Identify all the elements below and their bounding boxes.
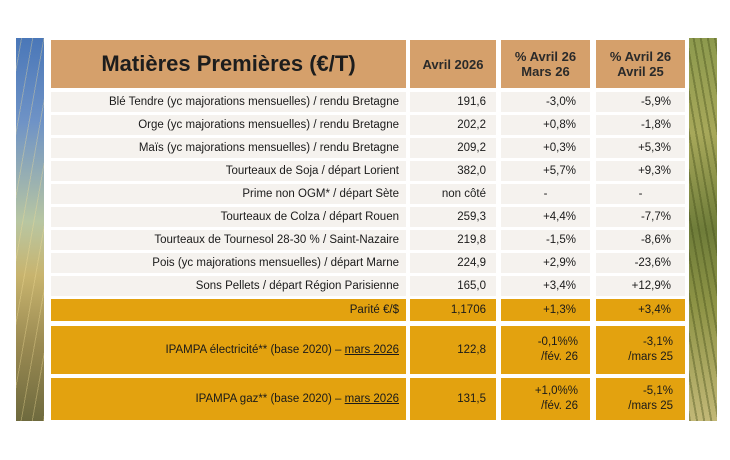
row-label: Tourteaux de Colza / départ Rouen [51,207,406,227]
row-label: Prime non OGM* / départ Sète [51,184,406,204]
parity-vs-year: +3,4% [596,299,685,321]
ipampa-gas-vs-year-ref: /mars 25 [628,400,673,412]
col-header-vs-year-line1: % Avril 26 [609,49,672,64]
ipampa-electricity-vs-year: -3,1% /mars 25 [596,326,685,374]
row-vs-prev: +4,4% [501,207,590,227]
col-header-month: Avril 2026 [410,40,496,88]
ipampa-gas-vs-prev: +1,0%% /fév. 26 [501,378,590,420]
row-label: Tourteaux de Soja / départ Lorient [51,161,406,181]
row-vs-year: -8,6% [596,230,685,250]
col-header-vs-year-line2: Avril 25 [617,64,664,79]
row-vs-year: +9,3% [596,161,685,181]
row-value: 219,8 [410,230,496,250]
row-vs-year: +5,3% [596,138,685,158]
ipampa-gas-vs-prev-pct: +1,0%% [534,385,578,397]
field-photo-right [689,38,717,421]
ipampa-gas-label: IPAMPA gaz** (base 2020) – mars 2026 [51,378,406,420]
row-value: 202,2 [410,115,496,135]
row-vs-prev: -3,0% [501,92,590,112]
row-vs-prev: +3,4% [501,276,590,296]
row-value: 382,0 [410,161,496,181]
field-photo-left [16,38,44,421]
col-header-vs-prev: % Avril 26 Mars 26 [501,40,590,88]
row-label: Maïs (yc majorations mensuelles) / rendu… [51,138,406,158]
row-vs-prev: -1,5% [501,230,590,250]
row-vs-year: -7,7% [596,207,685,227]
row-vs-prev: +5,7% [501,161,590,181]
row-value: 165,0 [410,276,496,296]
ipampa-electricity-value: 122,8 [410,326,496,374]
col-header-vs-prev-line2: Mars 26 [521,64,570,79]
row-value: 259,3 [410,207,496,227]
ipampa-gas-vs-year-pct: -5,1% [642,385,673,397]
row-vs-year: -1,8% [596,115,685,135]
row-vs-prev: +2,9% [501,253,590,273]
ipampa-electricity-label: IPAMPA électricité** (base 2020) – mars … [51,326,406,374]
row-vs-prev: +0,3% [501,138,590,158]
row-vs-year: -23,6% [596,253,685,273]
ipampa-gas-vs-year: -5,1% /mars 25 [596,378,685,420]
row-value: 209,2 [410,138,496,158]
row-label: Tourteaux de Tournesol 28-30 % / Saint-N… [51,230,406,250]
ipampa-electricity-vs-prev-ref: /fév. 26 [541,351,578,363]
row-vs-prev: +0,8% [501,115,590,135]
row-vs-prev: - [501,184,590,204]
col-header-vs-year: % Avril 26 Avril 25 [596,40,685,88]
ipampa-gas-period: mars 2026 [344,393,399,405]
ipampa-gas-vs-prev-ref: /fév. 26 [541,400,578,412]
row-label: Sons Pellets / départ Région Parisienne [51,276,406,296]
col-header-vs-prev-line1: % Avril 26 [514,49,577,64]
row-vs-year: -5,9% [596,92,685,112]
parity-label: Parité €/$ [51,299,406,321]
row-vs-year: +12,9% [596,276,685,296]
ipampa-electricity-period: mars 2026 [344,344,399,356]
row-value: non côté [410,184,496,204]
ipampa-electricity-label-text: IPAMPA électricité** (base 2020) – [165,344,345,356]
ipampa-gas-label-text: IPAMPA gaz** (base 2020) – [195,393,345,405]
parity-value: 1,1706 [410,299,496,321]
row-label: Pois (yc majorations mensuelles) / dépar… [51,253,406,273]
ipampa-electricity-vs-prev: -0,1%% /fév. 26 [501,326,590,374]
table-title: Matières Premières (€/T) [51,40,406,88]
row-value: 191,6 [410,92,496,112]
ipampa-electricity-vs-prev-pct: -0,1%% [537,336,578,348]
parity-vs-prev: +1,3% [501,299,590,321]
ipampa-electricity-vs-year-pct: -3,1% [642,336,673,348]
ipampa-electricity-vs-year-ref: /mars 25 [628,351,673,363]
ipampa-gas-value: 131,5 [410,378,496,420]
row-label: Orge (yc majorations mensuelles) / rendu… [51,115,406,135]
row-value: 224,9 [410,253,496,273]
row-label: Blé Tendre (yc majorations mensuelles) /… [51,92,406,112]
row-vs-year: - [596,184,685,204]
